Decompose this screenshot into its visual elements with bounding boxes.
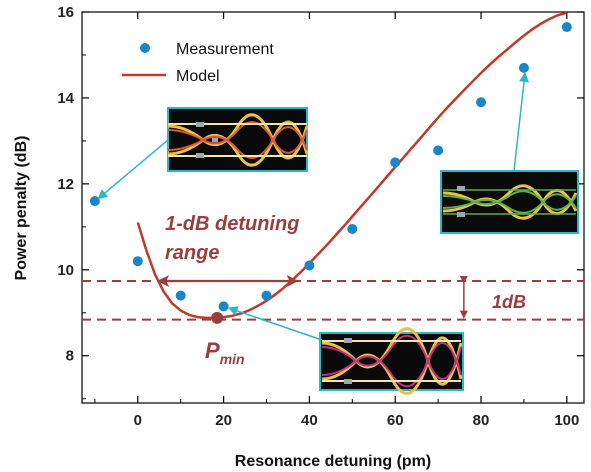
measurement-series [89, 22, 572, 324]
measurement-point [218, 301, 229, 312]
measurement-point [518, 62, 529, 73]
y-tick-label: 8 [66, 348, 74, 365]
x-tick-label: 20 [215, 412, 232, 429]
y-tick-label: 14 [57, 90, 74, 107]
measurement-point [390, 157, 401, 168]
x-tick-label: 60 [387, 412, 404, 429]
x-tick-label: 100 [554, 412, 579, 429]
measurement-point [561, 22, 572, 33]
range-label-line2: range [165, 242, 219, 264]
measurement-point [132, 256, 143, 267]
eye-inset-right [440, 170, 579, 234]
x-tick-label: 0 [134, 412, 142, 429]
inset-arrow-bottom [227, 306, 323, 341]
inset-arrow-right [513, 71, 530, 172]
inset-arrows [97, 71, 530, 341]
measurement-point [433, 145, 444, 156]
legend-label-model: Model [176, 68, 220, 85]
pmin-label: Pmin [205, 338, 245, 367]
legend: Measurement Model [122, 41, 274, 85]
inset-arrow-top-left [97, 139, 169, 200]
guides [82, 274, 584, 321]
y-axis-title: Power penalty (dB) [13, 136, 30, 281]
axis-ticks: 0 20 40 60 80 100 8 10 12 14 16 [57, 4, 584, 429]
pmin-sub: min [220, 351, 245, 367]
model-line [136, 11, 568, 320]
x-axis-title: Resonance detuning (pm) [235, 453, 431, 470]
measurement-point [304, 260, 315, 271]
pmin-main: P [205, 338, 220, 363]
y-tick-label: 16 [57, 4, 74, 21]
x-tick-label: 80 [473, 412, 490, 429]
plot-frame [81, 11, 585, 404]
legend-label-measurement: Measurement [176, 41, 274, 58]
db-label: 1dB [492, 292, 526, 312]
x-tick-label: 40 [301, 412, 318, 429]
measurement-point [175, 290, 186, 301]
measurement-point [347, 223, 358, 234]
range-label-line1: 1-dB detuning [165, 213, 299, 235]
measurement-point [89, 196, 100, 207]
model-series [136, 11, 568, 320]
y-tick-label: 12 [57, 176, 74, 193]
measurement-point [261, 290, 272, 301]
eye-inset-top-left [167, 107, 309, 172]
legend-marker-measurement [140, 43, 150, 53]
measurement-point [476, 97, 487, 108]
eye-inset-bottom [319, 327, 464, 395]
pmin-point [211, 311, 224, 324]
y-tick-label: 10 [57, 262, 74, 279]
